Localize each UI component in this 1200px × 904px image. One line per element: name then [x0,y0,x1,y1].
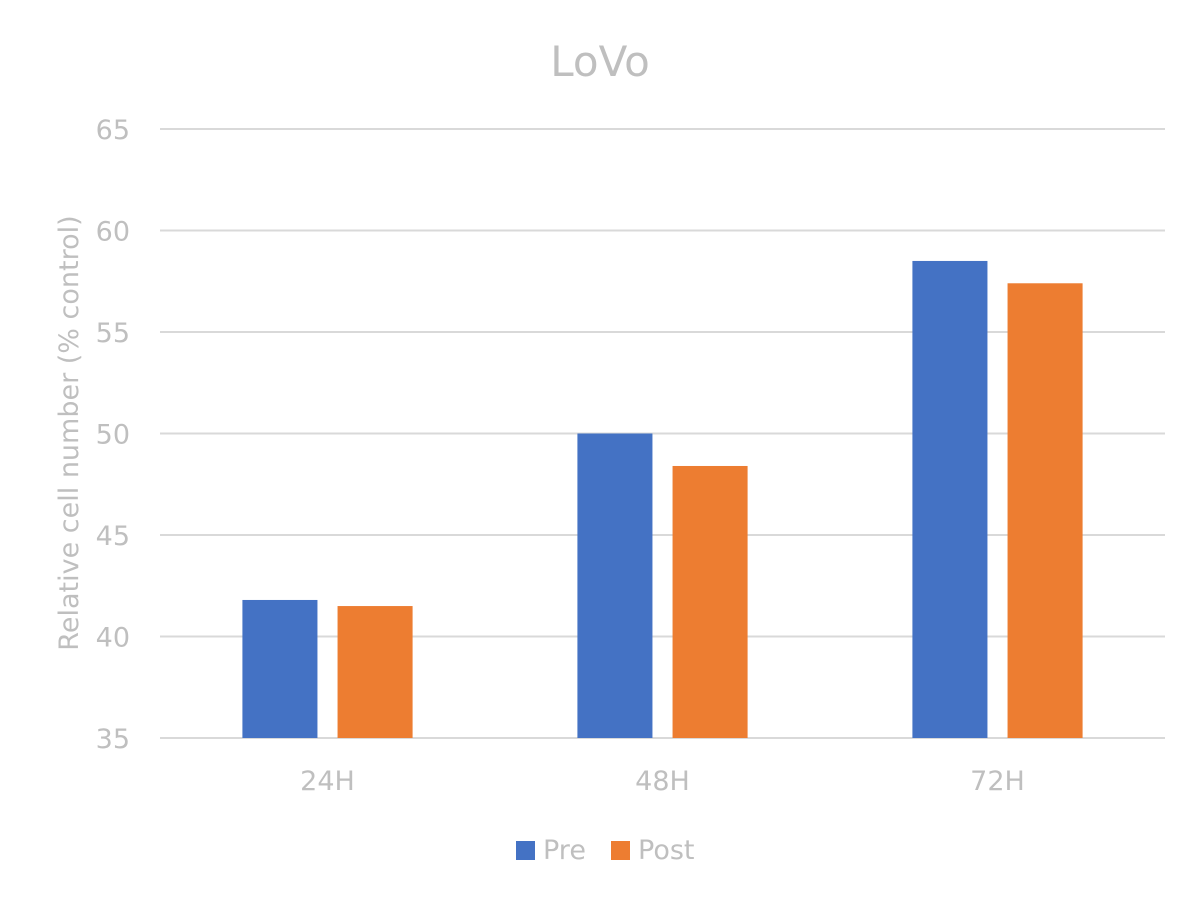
y-tick-label: 45 [96,521,130,552]
bar-post-24h [337,606,413,738]
bar-pre-48h [577,433,653,738]
y-tick-label: 65 [96,115,130,146]
y-tick-label: 40 [96,623,130,654]
x-tick-label: 24H [300,766,355,797]
x-tick-label: 72H [970,766,1025,797]
legend-swatch [516,841,535,860]
legend-label: Post [638,835,695,866]
x-tick-label: 48H [635,766,690,797]
y-tick-label: 60 [96,217,130,248]
bar-pre-72h [912,260,988,738]
y-tick-labels: 35 40 45 50 55 60 65 [96,115,130,755]
legend-swatch [611,841,630,860]
y-tick-label: 50 [96,420,130,451]
y-tick-label: 35 [96,724,130,755]
legend-item-pre: Pre [516,835,586,866]
legend: Pre Post [516,835,695,866]
bars [242,260,1083,738]
chart-title: LoVo [550,37,650,86]
bar-post-48h [672,465,748,738]
gridlines [160,128,1165,739]
legend-label: Pre [543,835,586,866]
y-axis-label: Relative cell number (% control) [54,215,85,650]
bar-post-72h [1007,283,1083,738]
legend-item-post: Post [611,835,695,866]
x-tick-labels: 24H 48H 72H [300,766,1025,797]
bar-pre-24h [242,599,318,738]
y-tick-label: 55 [96,318,130,349]
